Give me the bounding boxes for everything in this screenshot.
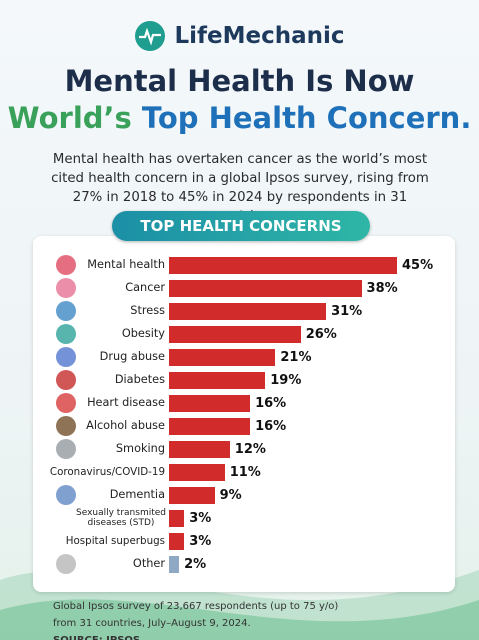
category-label: Stress xyxy=(130,304,165,317)
value-label: 16% xyxy=(255,396,287,411)
category-icon xyxy=(56,393,76,413)
logo-icon xyxy=(135,21,166,51)
value-label: 38% xyxy=(366,281,398,296)
footnote: Global Ipsos survey of 23,667 respondent… xyxy=(53,598,433,640)
value-label: 11% xyxy=(229,465,261,480)
category-label: Dementia xyxy=(109,488,165,501)
category-icon xyxy=(56,370,76,390)
footnote-line: Global Ipsos survey of 23,667 respondent… xyxy=(53,601,339,612)
title-green: World’s xyxy=(7,101,132,135)
category-label: Mental health xyxy=(87,258,165,271)
bar xyxy=(169,257,397,274)
bar xyxy=(169,533,185,550)
category-icon xyxy=(56,301,76,321)
category-icon xyxy=(56,278,76,298)
bar xyxy=(169,441,230,458)
title-line: Mental Health Is Now xyxy=(64,64,415,98)
value-label: 21% xyxy=(280,350,312,365)
category-label: Smoking xyxy=(115,442,165,455)
value-label: 9% xyxy=(219,488,242,503)
category-label: Heart disease xyxy=(87,396,165,409)
category-icon xyxy=(56,324,76,344)
chart-title: TOP HEALTH CONCERNS xyxy=(112,211,370,241)
bar xyxy=(169,556,180,573)
value-label: 3% xyxy=(189,534,212,549)
value-label: 16% xyxy=(255,419,287,434)
bar xyxy=(169,372,266,389)
value-label: 31% xyxy=(331,304,363,319)
category-label: Cancer xyxy=(125,281,165,294)
bar xyxy=(169,487,215,504)
bar xyxy=(169,280,362,297)
bar xyxy=(169,510,185,527)
category-label: Other xyxy=(132,557,165,570)
value-label: 3% xyxy=(189,511,212,526)
logo: LifeMechanic xyxy=(0,20,479,52)
category-label: Obesity xyxy=(121,327,165,340)
value-label: 45% xyxy=(402,258,434,273)
bar xyxy=(169,303,327,320)
category-label: Coronavirus/COVID-19 xyxy=(49,466,165,478)
value-label: 12% xyxy=(234,442,266,457)
bar xyxy=(169,326,301,343)
value-label: 26% xyxy=(305,327,337,342)
category-icon xyxy=(56,255,76,275)
title-line: World’s Top Health Concern. xyxy=(0,101,479,135)
footnote-line: from 31 countries, July–August 9, 2024. xyxy=(53,618,251,629)
source: SOURCE: IPSOS xyxy=(53,632,433,640)
category-icon xyxy=(56,347,76,367)
category-label: Diabetes xyxy=(114,373,165,386)
category-label: Hospital superbugs xyxy=(65,535,165,547)
bar xyxy=(169,464,225,481)
bar xyxy=(169,349,276,366)
category-icon xyxy=(56,554,76,574)
bar xyxy=(169,418,251,435)
category-icon xyxy=(56,416,76,436)
category-icon xyxy=(56,485,76,505)
category-icon xyxy=(56,439,76,459)
category-label: Drug abuse xyxy=(99,350,165,363)
value-label: 2% xyxy=(184,557,207,572)
title-blue: Top Health Concern. xyxy=(141,101,472,135)
category-label: Alcohol abuse xyxy=(86,419,165,432)
category-label: Sexually transmited diseases (STD) xyxy=(75,508,166,528)
bar xyxy=(169,395,251,412)
logo-text: LifeMechanic xyxy=(174,23,345,49)
value-label: 19% xyxy=(270,373,302,388)
